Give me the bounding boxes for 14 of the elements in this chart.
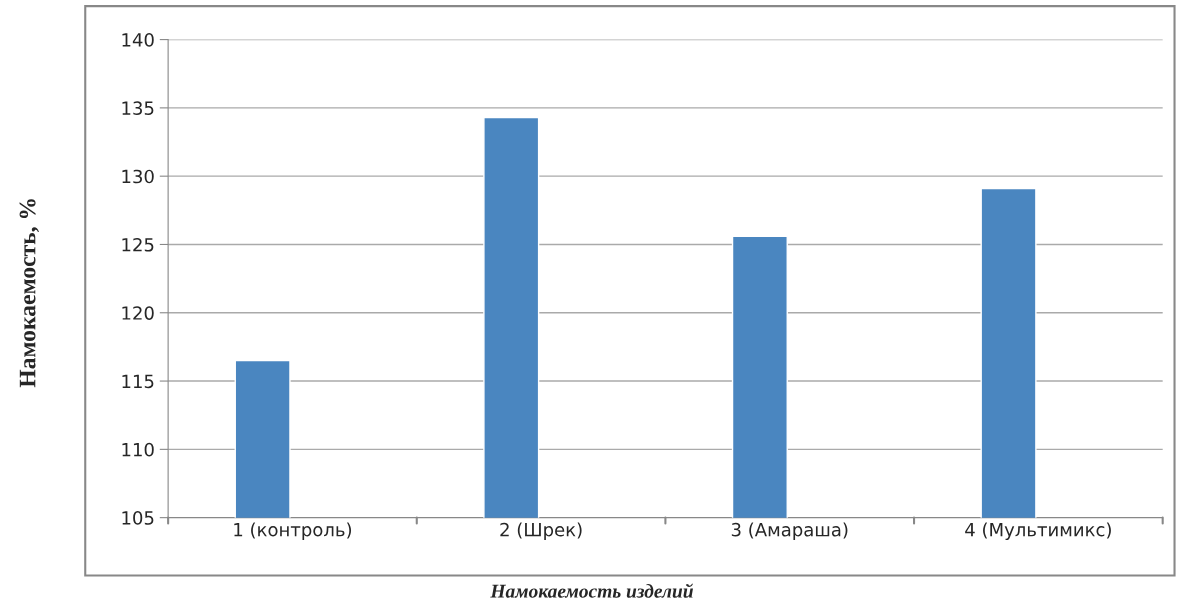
y-tick-label: 125: [122, 237, 154, 252]
x-tick-label: 3 (Амараша): [731, 522, 848, 540]
x-axis-title: Намокаемость изделий: [490, 583, 693, 598]
x-tick-label: 1 (контроль): [234, 522, 352, 540]
y-tick-label: 115: [122, 374, 154, 389]
y-tick-label: 135: [122, 101, 154, 115]
x-tick-label: 2 (Шрек): [500, 522, 582, 540]
y-tick-label: 130: [122, 169, 154, 184]
x-tick-label: 4 (Мультимикс): [965, 522, 1111, 540]
y-tick-label: 110: [122, 442, 154, 457]
y-tick-label: 105: [122, 511, 154, 525]
y-axis-title: Намокаемость, %: [19, 199, 39, 388]
y-tick-label: 120: [122, 306, 154, 320]
y-tick-label: 140: [122, 33, 154, 47]
